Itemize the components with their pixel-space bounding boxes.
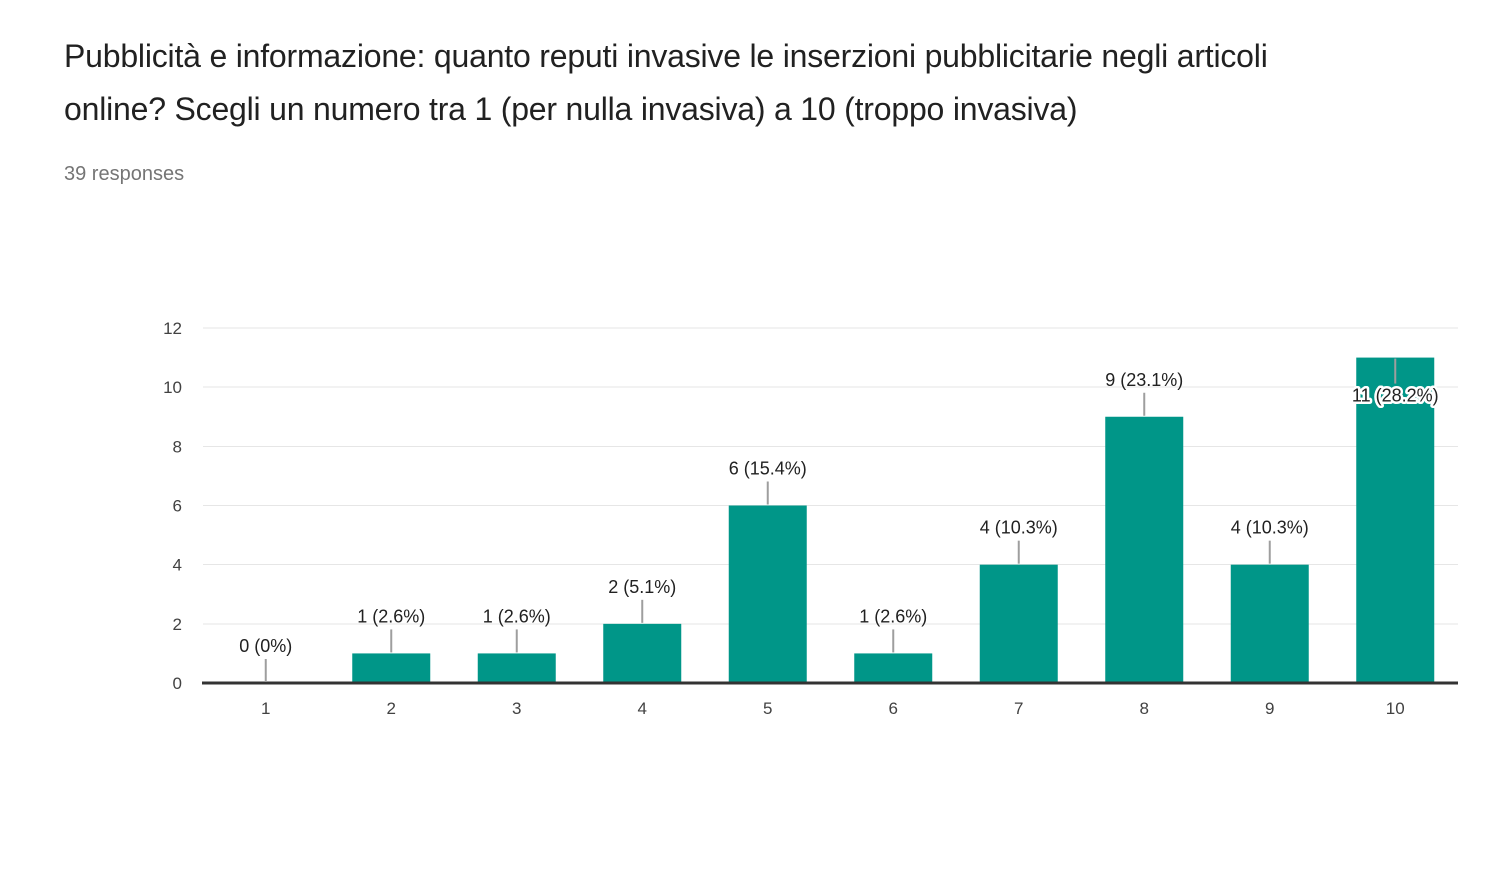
y-axis-tick-label: 4 — [173, 556, 182, 575]
x-axis-tick-label: 10 — [1386, 699, 1405, 718]
bar-category-10[interactable] — [1356, 357, 1435, 683]
bar-category-8[interactable] — [1105, 416, 1184, 683]
bar-category-4[interactable] — [603, 623, 682, 683]
bar-value-label: 1 (2.6%) — [483, 606, 551, 626]
bar-category-5[interactable] — [728, 505, 807, 684]
x-axis-tick-label: 2 — [387, 699, 396, 718]
x-axis-tick-label: 7 — [1014, 699, 1023, 718]
y-axis-tick-label: 12 — [163, 319, 182, 338]
x-axis-tick-label: 8 — [1140, 699, 1149, 718]
bar-category-2[interactable] — [352, 653, 431, 683]
x-axis-tick-label: 4 — [638, 699, 647, 718]
bar-value-label: 4 (10.3%) — [980, 518, 1058, 538]
form-responses-card: Pubblicità e informazione: quanto reputi… — [0, 0, 1506, 718]
question-title: Pubblicità e informazione: quanto reputi… — [64, 38, 1268, 127]
bar-value-label: 4 (10.3%) — [1231, 518, 1309, 538]
x-axis-tick-label: 6 — [889, 699, 898, 718]
bar-value-label: 2 (5.1%) — [608, 577, 676, 597]
bar-value-label: 0 (0%) — [239, 636, 292, 656]
x-axis-tick-label: 1 — [261, 699, 270, 718]
x-axis-tick-label: 5 — [763, 699, 772, 718]
x-axis-tick-label: 9 — [1265, 699, 1274, 718]
responses-count: 39 responses — [64, 163, 185, 185]
x-axis-tick-label: 3 — [512, 699, 521, 718]
bar-value-label: 1 (2.6%) — [859, 606, 927, 626]
y-axis-tick-label: 2 — [173, 615, 182, 634]
bar-value-label: 1 (2.6%) — [357, 606, 425, 626]
bar-category-6[interactable] — [854, 653, 933, 683]
question-header: Pubblicità e informazione: quanto reputi… — [0, 0, 1506, 186]
bar-value-label: 9 (23.1%) — [1105, 370, 1183, 390]
y-axis-tick-label: 0 — [173, 674, 182, 693]
y-axis-tick-label: 8 — [173, 437, 182, 456]
bar-category-3[interactable] — [477, 653, 556, 683]
y-axis-tick-label: 10 — [163, 378, 182, 397]
bar-category-9[interactable] — [1230, 564, 1309, 683]
bar-value-label: 6 (15.4%) — [729, 459, 807, 479]
y-axis-tick-label: 6 — [173, 497, 182, 516]
bar-category-7[interactable] — [979, 564, 1058, 683]
